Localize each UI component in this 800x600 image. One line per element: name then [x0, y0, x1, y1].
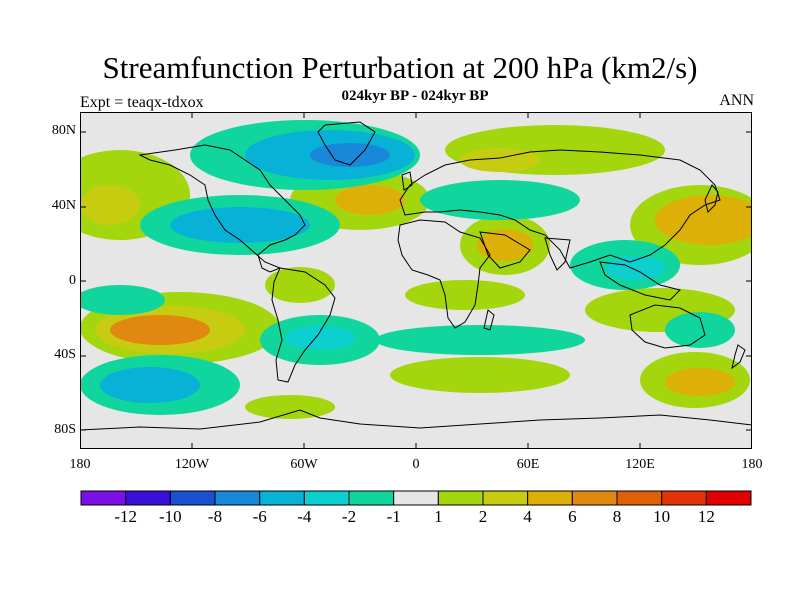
colorbar-label: -10	[158, 507, 182, 526]
lon-label: 60E	[516, 457, 540, 472]
colorbar-swatch	[125, 490, 171, 506]
colorbar-swatch	[616, 490, 663, 506]
coastline-new-zealand	[731, 344, 746, 370]
colorbar-swatch	[482, 490, 529, 506]
anomaly-region	[655, 195, 752, 245]
coastline-arabia	[479, 231, 531, 269]
anomaly-region	[100, 367, 200, 403]
anomaly-region	[375, 325, 585, 355]
colorbar-label: 1	[434, 507, 443, 526]
colorbar-swatch	[214, 490, 261, 506]
coastline-japan	[704, 184, 719, 213]
experiment-label: Expt = teaqx-tdxox	[80, 94, 204, 111]
lon-label: 120E	[625, 457, 655, 472]
coastline-madagascar	[483, 309, 495, 331]
colorbar-swatch	[169, 490, 216, 506]
coastline-uk	[401, 171, 413, 191]
anomaly-region	[110, 315, 210, 345]
anomaly-region	[390, 357, 570, 393]
colorbar-label: 12	[697, 507, 715, 526]
colorbar-swatch	[705, 490, 752, 506]
lat-label: 40N	[51, 198, 76, 213]
anomaly-region	[80, 185, 140, 225]
anomaly-region	[665, 312, 735, 348]
colorbar-label: 6	[568, 507, 577, 526]
colorbar-swatch	[437, 490, 484, 506]
lon-label: 0	[412, 457, 420, 472]
anomaly-region	[245, 395, 335, 419]
colorbar-label: 10	[653, 507, 671, 526]
lat-label: 40S	[54, 347, 76, 362]
coastline-south-america	[271, 267, 336, 383]
colorbar-label: -8	[207, 507, 223, 526]
anomaly-region	[170, 207, 310, 243]
colorbar-swatch	[80, 490, 127, 506]
lon-label: 180	[69, 457, 91, 472]
plot-subtitle: 024kyr BP - 024kyr BP	[341, 88, 489, 104]
colorbar-label: -1	[386, 507, 401, 526]
colorbar-label: -4	[297, 507, 312, 526]
coastline-north-america	[138, 144, 306, 273]
colorbar-swatch	[571, 490, 618, 506]
colorbar-swatch	[527, 490, 573, 506]
colorbar-label: -6	[252, 507, 267, 526]
colorbar-label: -2	[341, 507, 357, 526]
lon-label: 180	[741, 457, 763, 472]
anomaly-region	[310, 143, 390, 167]
coastline-southeast-asia	[599, 261, 681, 301]
colorbar-swatch	[259, 490, 305, 506]
lon-label: 120W	[174, 457, 210, 472]
plot-title: Streamfunction Perturbation at 200 hPa (…	[102, 50, 698, 85]
anomaly-region	[605, 256, 665, 280]
lat-label: 0	[69, 273, 76, 288]
lat-label: 80S	[54, 422, 76, 437]
coastline-greenland	[317, 121, 376, 166]
coastline-africa	[397, 219, 491, 329]
coastline-antarctica	[80, 409, 752, 431]
lat-label: 80N	[51, 123, 76, 138]
anomaly-region	[285, 326, 355, 350]
colorbar-label: 8	[612, 507, 622, 526]
colorbar-swatch	[303, 490, 350, 506]
colorbar-label: 4	[523, 507, 532, 526]
season-label: ANN	[719, 92, 754, 109]
colorbar-label: -12	[114, 507, 137, 526]
anomaly-region	[80, 285, 165, 315]
anomaly-region	[665, 368, 735, 396]
coastline-india	[544, 237, 571, 271]
colorbar-swatch	[348, 490, 395, 506]
anomaly-region	[335, 185, 405, 215]
coastline-australia	[629, 304, 706, 349]
colorbar-swatch	[661, 490, 707, 506]
colorbar-swatch	[393, 490, 439, 506]
anomaly-region	[477, 229, 533, 261]
lon-label: 60W	[290, 457, 318, 472]
colorbar-label: 2	[478, 507, 488, 526]
anomaly-region	[265, 267, 335, 303]
coastline-eurasia	[399, 149, 721, 269]
colorbar	[80, 490, 752, 506]
anomaly-region	[405, 280, 525, 310]
